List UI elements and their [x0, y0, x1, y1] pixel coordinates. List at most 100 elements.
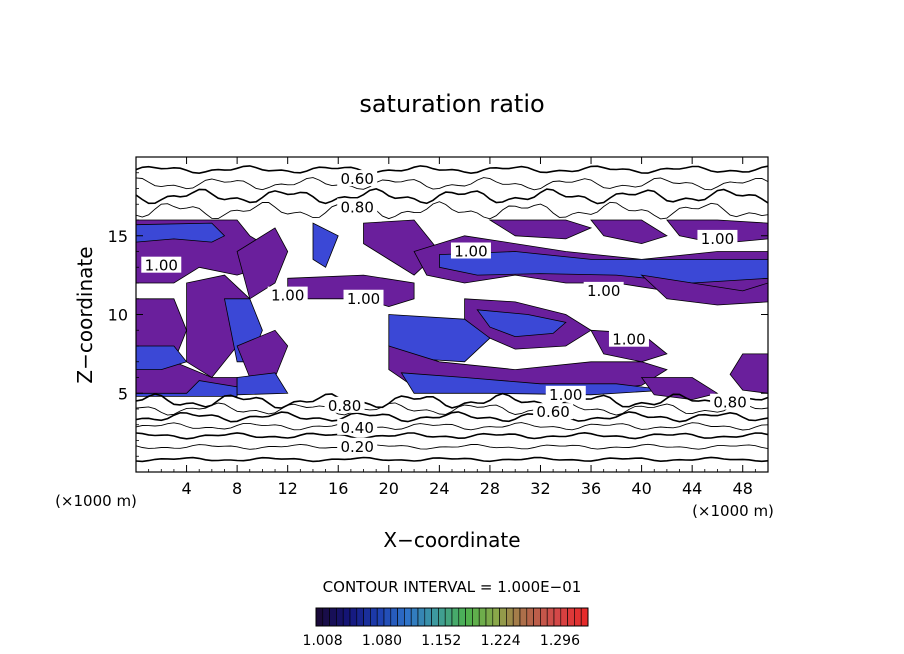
- contour-label: 1.00: [271, 287, 304, 305]
- colorbar-cell: [329, 607, 337, 627]
- colorbar-cell: [397, 607, 405, 627]
- colorbar-tick-label: 1.296: [540, 633, 580, 649]
- region-8: [236, 329, 289, 378]
- colorbar-cell: [485, 607, 494, 627]
- colorbar-labels: 1.008 1.080 1.152 1.224 1.296: [303, 633, 581, 649]
- colorbar-cell: [431, 607, 439, 627]
- region-24: [640, 274, 768, 306]
- contour-label-bg-11: [533, 403, 574, 420]
- region-10: [312, 222, 339, 268]
- contour-label: 1.00: [145, 257, 178, 275]
- contour-label: 0.80: [713, 394, 746, 412]
- colorbar-cell: [417, 607, 426, 627]
- colorbar-cell: [567, 607, 575, 627]
- contour-label: 0.60: [536, 403, 569, 421]
- contour-label-bg-12: [710, 393, 751, 410]
- x-tick-label: 24: [429, 479, 449, 498]
- plot-area: 0.60 0.80 1.00 1.00 1.00 1.00 1.00 1.00 1.00 1.00…: [135, 156, 769, 473]
- colorbar-tick-label: 1.152: [421, 633, 461, 649]
- colorbar-cell: [356, 607, 364, 627]
- colorbar-cell: [519, 607, 528, 627]
- x-axis-label: X−coordinate: [383, 528, 520, 552]
- contour-line-10: [136, 456, 768, 463]
- contour-line-1: [136, 177, 768, 191]
- contour-label: 0.60: [340, 170, 373, 188]
- region-9: [236, 372, 289, 396]
- colorbar-cell: [478, 607, 487, 627]
- colorbar-cell: [560, 607, 568, 627]
- contour-label-bg-0: [337, 170, 378, 187]
- region-14: [438, 251, 768, 284]
- x-tick-label: 40: [631, 479, 651, 498]
- colorbar-cell: [424, 607, 432, 627]
- contour-label-bg-5: [343, 289, 384, 306]
- colorbar-cell: [404, 607, 412, 627]
- contour-label: 1.00: [701, 230, 734, 248]
- colorbar-cell: [526, 607, 534, 627]
- contour-label-bg-10: [324, 396, 365, 413]
- x-tick-label: 8: [232, 479, 242, 498]
- contour-label-bg-1: [337, 198, 378, 215]
- y-tick-label: 5: [118, 384, 128, 403]
- chart-title: saturation ratio: [359, 90, 544, 118]
- colorbar-cell: [376, 607, 385, 627]
- region-19: [476, 309, 567, 338]
- y-tick-label: 10: [108, 306, 128, 325]
- contour-label: 1.00: [612, 331, 645, 349]
- region-1: [136, 222, 226, 243]
- contour-label: 0.20: [340, 438, 373, 456]
- contour-label-bg-4: [141, 256, 182, 273]
- colorbar-tick-label: 1.224: [481, 633, 521, 649]
- contour-label-bg-14: [337, 437, 378, 454]
- contour-label-bg-6: [583, 281, 624, 298]
- contour-interval-text: CONTOUR INTERVAL = 1.000E−01: [323, 578, 582, 596]
- colorbar-cell: [540, 607, 548, 627]
- contour-line-0: [136, 165, 768, 175]
- colorbar-cell: [438, 607, 446, 627]
- contour-label-bg-3: [697, 229, 738, 246]
- colorbar-cell: [574, 607, 582, 627]
- colorbar-cell: [465, 607, 473, 627]
- contour-label: 1.00: [549, 386, 582, 404]
- contour-label-bg-13: [337, 418, 378, 435]
- contour-label: 0.80: [340, 198, 373, 216]
- region-15: [488, 219, 593, 240]
- contour-label-bg-8: [608, 330, 649, 347]
- region-6: [236, 227, 289, 300]
- colorbar-cell: [322, 607, 330, 627]
- colorbar-tick-label: 1.080: [362, 633, 402, 649]
- colorbar-cell: [580, 607, 589, 627]
- x-tick-label: 44: [682, 479, 702, 498]
- y-axis: 5 10 15: [108, 172, 768, 457]
- contour-label-bg-2: [450, 242, 491, 259]
- x-tick-label: 16: [328, 479, 348, 498]
- contour-label-bg-7: [267, 286, 308, 303]
- x-tick-label: 4: [181, 479, 191, 498]
- colorbar-cell: [390, 607, 398, 627]
- x-tick-label: 12: [278, 479, 298, 498]
- contour-label: 1.00: [347, 290, 380, 308]
- y-axis-label: Z−coordinate: [73, 246, 97, 383]
- contour-line-3: [136, 201, 768, 220]
- contour-label: 1.00: [454, 243, 487, 261]
- colorbar-cell: [336, 607, 344, 627]
- contour-label: 0.80: [328, 397, 361, 415]
- plot-content: 0.60 0.80 1.00 1.00 1.00 1.00 1.00 1.00 1.00 1.00…: [136, 165, 768, 463]
- colorbar-cell: [451, 607, 460, 627]
- contour-line-5: [136, 402, 768, 416]
- contour-label: 0.40: [340, 419, 373, 437]
- colorbar-cell: [472, 607, 480, 627]
- x-tick-label: 32: [530, 479, 550, 498]
- colorbar-cell: [383, 607, 392, 627]
- x-unit-right: (×1000 m): [692, 502, 774, 520]
- x-tick-label: 28: [480, 479, 500, 498]
- colorbar-cell: [512, 607, 521, 627]
- contour-label: 1.00: [587, 282, 620, 300]
- colorbar-cell: [349, 607, 358, 627]
- region-16: [590, 219, 668, 245]
- region-25: [640, 377, 719, 401]
- colorbar-cell: [492, 607, 500, 627]
- x-tick-label: 36: [581, 479, 601, 498]
- region-26: [729, 353, 768, 394]
